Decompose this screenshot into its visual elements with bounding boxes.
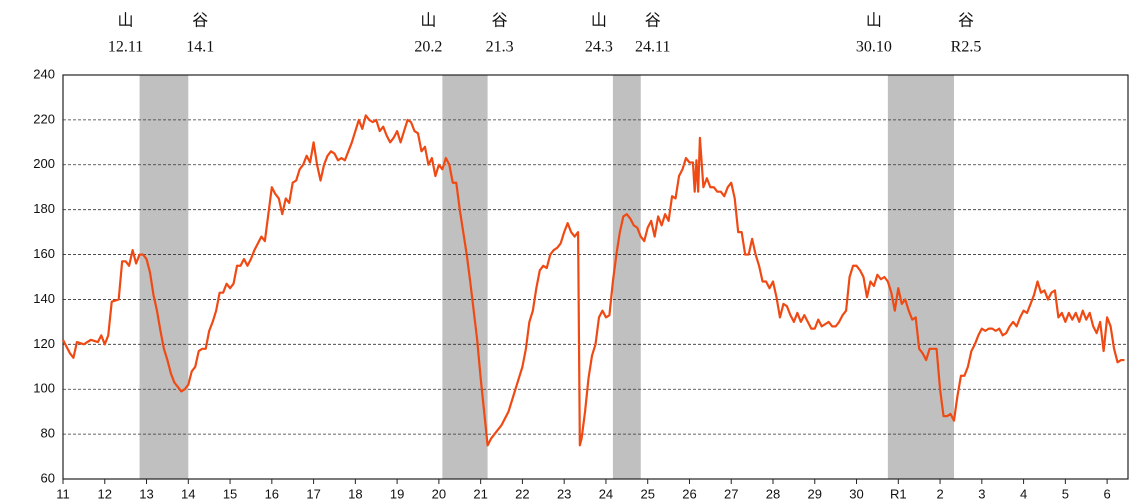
- x-tick-label: 21: [473, 486, 487, 501]
- x-tick-label: 15: [223, 486, 237, 501]
- x-tick-label: 2: [936, 486, 943, 501]
- y-tick-label: 200: [33, 156, 55, 171]
- recession-band: [442, 75, 488, 479]
- peak-date: 30.10: [856, 39, 892, 56]
- trough-date: 24.11: [635, 39, 670, 56]
- x-tick-label: 4: [1020, 486, 1027, 501]
- y-tick-label: 180: [33, 201, 55, 216]
- x-tick-label: 24: [599, 486, 613, 501]
- x-tick-label: 22: [515, 486, 529, 501]
- y-tick-label: 240: [33, 66, 55, 81]
- x-tick-label: 16: [265, 486, 279, 501]
- peak-date: 20.2: [414, 39, 442, 56]
- x-tick-label: 6: [1104, 486, 1111, 501]
- x-tick-label: 3: [978, 486, 985, 501]
- x-tick-label: 19: [390, 486, 404, 501]
- peak-label: 山: [118, 12, 134, 30]
- x-tick-label: 30: [849, 486, 863, 501]
- x-tick-label: 29: [808, 486, 822, 501]
- plot-frame: [62, 74, 1129, 480]
- peak-label: 山: [591, 12, 607, 30]
- trough-date: 14.1: [186, 39, 214, 56]
- x-tick-label: 28: [766, 486, 780, 501]
- x-tick-label: 20: [432, 486, 446, 501]
- x-tick-label: 23: [557, 486, 571, 501]
- x-tick-label: 17: [306, 486, 320, 501]
- x-tick-label: 25: [640, 486, 654, 501]
- y-tick-label: 140: [33, 291, 55, 306]
- trough-date: 21.3: [486, 39, 514, 56]
- trough-label: 谷: [958, 12, 974, 30]
- trough-label: 谷: [192, 12, 208, 30]
- x-tick-label: 18: [348, 486, 362, 501]
- x-tick-label: 5: [1062, 486, 1069, 501]
- x-tick-label: 27: [724, 486, 738, 501]
- x-tick-label: R1: [890, 486, 907, 501]
- recession-band: [139, 75, 189, 479]
- x-tick-label: 12: [98, 486, 112, 501]
- data-line: [62, 114, 1125, 447]
- peak-date: 12.11: [108, 39, 143, 56]
- trough-date: R2.5: [951, 39, 982, 56]
- x-tick-label: 13: [139, 486, 153, 501]
- peak-date: 24.3: [585, 39, 613, 56]
- y-tick-label: 160: [33, 246, 55, 261]
- trough-label: 谷: [645, 12, 661, 30]
- y-tick-label: 60: [41, 470, 55, 485]
- recession-band: [612, 75, 641, 479]
- y-tick-label: 100: [33, 381, 55, 396]
- y-tick-label: 80: [41, 426, 55, 441]
- peak-label: 山: [866, 12, 882, 30]
- recession-band: [887, 75, 954, 479]
- y-tick-label: 120: [33, 336, 55, 351]
- peak-label: 山: [420, 12, 436, 30]
- x-tick-label: 11: [56, 486, 70, 501]
- x-tick-label: 26: [682, 486, 696, 501]
- x-tick-label: 14: [181, 486, 195, 501]
- trough-label: 谷: [492, 12, 508, 30]
- y-tick-label: 220: [33, 111, 55, 126]
